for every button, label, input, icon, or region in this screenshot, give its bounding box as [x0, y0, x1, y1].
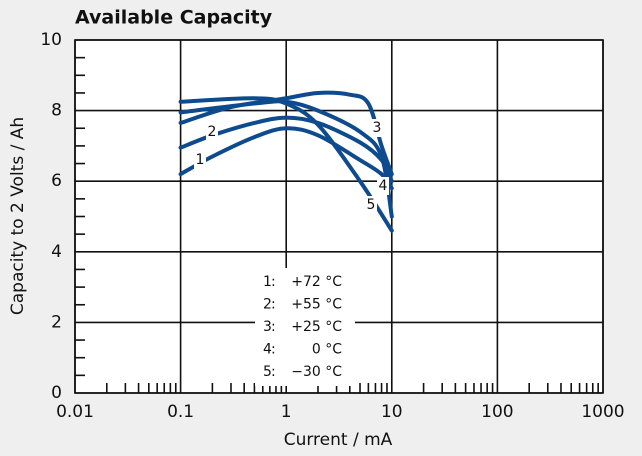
x-tick-label: 100 [481, 402, 513, 422]
y-tick-label: 4 [51, 242, 62, 262]
curve-label-bg [365, 196, 377, 214]
legend-key: 5 [263, 364, 272, 380]
y-tick-label: 10 [40, 30, 62, 50]
x-tick-label: 1 [281, 402, 292, 422]
curve-label: 5 [367, 197, 376, 213]
legend-label: +72 °C [291, 274, 342, 290]
curve-label-bg [194, 151, 206, 169]
legend-key: 2 [263, 297, 272, 313]
y-tick-label: 8 [51, 101, 62, 121]
lines: 12 3 45 [178, 90, 394, 233]
legend-colon: : [271, 274, 276, 290]
curve-label: 2 [208, 124, 217, 140]
series-line [178, 96, 394, 233]
x-tick-label: 0.01 [56, 402, 94, 422]
plot-frame [74, 39, 604, 394]
x-tick-label: 0.1 [167, 402, 194, 422]
curve-label: 4 [379, 178, 388, 194]
legend-key: 1 [263, 274, 272, 290]
y-tick-label: 6 [51, 171, 62, 191]
series-line [178, 126, 394, 191]
curve-label: 3 [373, 120, 382, 136]
legend-label: −30 °C [291, 364, 342, 380]
legend-colon: : [271, 364, 276, 380]
chart-title: Available Capacity [75, 7, 273, 29]
curve-label-bg [206, 123, 218, 141]
legend-key: 3 [263, 319, 272, 335]
curve-label-bg [371, 119, 383, 137]
x-tick-label: 1000 [581, 402, 624, 422]
y-tick-label: 0 [51, 383, 62, 403]
legend-box [255, 268, 355, 386]
legend-label: 0 °C [312, 342, 342, 358]
legend: 1: +72 °C 2: +55 °C 3: +25 °C 4: 0 °C 5: −30 °C [263, 274, 342, 380]
legend-colon: : [271, 297, 276, 313]
legend-label: +25 °C [291, 319, 342, 335]
curve-label-bg [377, 177, 389, 195]
legend-label: +55 °C [291, 297, 342, 313]
x-tick-label: 10 [381, 402, 403, 422]
legend-key: 4 [263, 342, 272, 358]
y-axis-label: Capacity to 2 Volts / Ah [8, 117, 28, 315]
series-line [178, 99, 394, 219]
x-axis-label: Current / mA [284, 430, 393, 450]
curve-label: 1 [196, 152, 205, 168]
y-tick-label: 2 [51, 312, 62, 332]
legend-colon: : [271, 342, 276, 358]
legend-colon: : [271, 319, 276, 335]
